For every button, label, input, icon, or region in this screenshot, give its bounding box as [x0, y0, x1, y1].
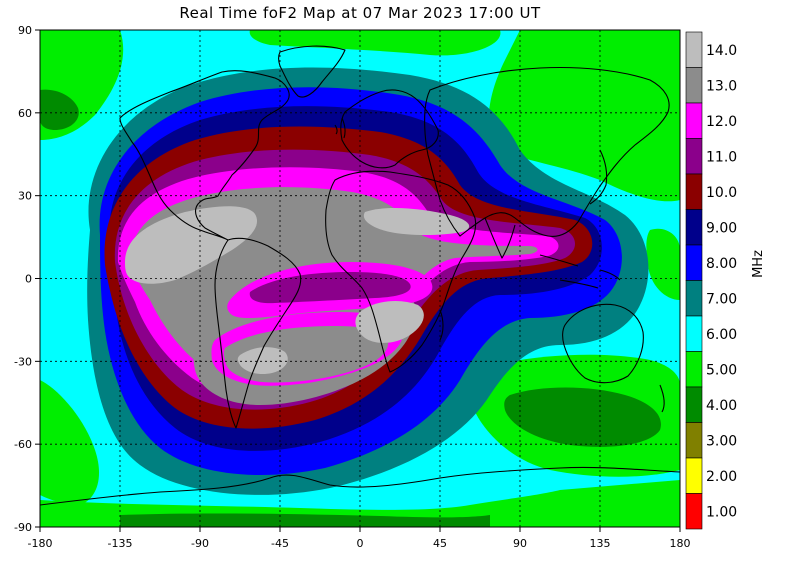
coastline-japan: [589, 149, 608, 205]
colorbar-level-label: 7.00: [706, 291, 737, 307]
coastline-north-america: [119, 70, 290, 241]
colorbar-swatch: [685, 493, 703, 530]
contour-14mhz-southatl: [237, 347, 288, 375]
coastline-africa: [325, 170, 477, 373]
colorbar-swatch: [685, 209, 703, 246]
colorbar-swatch: [685, 351, 703, 388]
colorbar-level-label: 13.0: [706, 78, 737, 94]
contour-11mhz-equatorial: [249, 272, 411, 304]
x-tick-label: 45: [433, 537, 447, 550]
colorbar-unit-label: MHz: [751, 250, 766, 278]
colorbar-swatch: [685, 457, 703, 494]
x-tick-label: -135: [108, 537, 133, 550]
map-title: Real Time foF2 Map at 07 Mar 2023 17:00 …: [179, 4, 541, 22]
x-tick-label: -90: [191, 537, 209, 550]
colorbar-swatch: [685, 280, 703, 317]
contour-14mhz-africa: [363, 208, 470, 235]
coastline-madagascar: [439, 309, 444, 341]
colorbar-level-label: 3.00: [706, 433, 737, 449]
colorbar-level-label: 11.0: [706, 149, 737, 165]
colorbar-level-label: 1.00: [706, 504, 737, 520]
y-tick-label: 60: [18, 107, 32, 120]
colorbar-swatch: [685, 102, 703, 139]
colorbar-swatch: [685, 138, 703, 175]
contour-5mhz-arctic: [249, 30, 501, 56]
colorbar: 14.0 13.0 12.0 11.0 10.0 9.00 8.00 7.00 6.00 5.00…: [685, 31, 737, 530]
colorbar-level-label: 5.00: [706, 362, 737, 378]
coastline-new-zealand: [659, 384, 665, 413]
contour-5mhz-east: [646, 228, 680, 300]
colorbar-level-label: 8.00: [706, 256, 737, 272]
coastline-antarctica: [40, 466, 680, 506]
x-tick-label: 90: [513, 537, 527, 550]
y-tick-label: -90: [14, 521, 32, 534]
x-tick-label: 0: [357, 537, 364, 550]
y-tick-label: -60: [14, 438, 32, 451]
colorbar-swatch: [685, 386, 703, 423]
coastline-south-america: [214, 237, 302, 429]
coastline-australia: [562, 303, 644, 384]
coastline-greenland: [277, 45, 346, 98]
contour-14mhz-americas: [125, 206, 258, 284]
coastline-overlay: [40, 45, 680, 506]
x-tick-label: -180: [28, 537, 53, 550]
coastline-british-isles: [334, 117, 346, 139]
contour-4mhz-south-pacific: [504, 387, 661, 447]
colorbar-level-label: 9.00: [706, 220, 737, 236]
colorbar-swatch: [685, 67, 703, 104]
colorbar-swatch: [685, 315, 703, 352]
contour-5mhz-asia: [488, 30, 680, 202]
coastline-asia: [424, 66, 670, 237]
map-grid: [40, 30, 680, 527]
y-tick-label: 90: [18, 24, 32, 37]
coastline-indonesia: [539, 254, 621, 289]
colorbar-swatch: [685, 422, 703, 459]
coastline-india: [484, 217, 516, 259]
colorbar-swatch: [685, 173, 703, 210]
coastline-europe: [340, 89, 439, 169]
axis-ticks: -180 -135 -90 -45 0 45 90 135 180 90 60 30 0 -30 -60 -9…: [14, 24, 690, 550]
contour-4mhz-south: [120, 513, 490, 527]
contour-5mhz-southwest: [40, 380, 100, 505]
colorbar-swatch: [685, 244, 703, 281]
colorbar-level-label: 12.0: [706, 114, 737, 130]
y-tick-label: -30: [14, 355, 32, 368]
x-tick-label: -45: [271, 537, 289, 550]
colorbar-swatch: [685, 31, 703, 68]
colorbar-level-label: 6.00: [706, 327, 737, 343]
colorbar-level-label: 14.0: [706, 43, 737, 59]
colorbar-level-label: 10.0: [706, 185, 737, 201]
y-tick-label: 30: [18, 190, 32, 203]
contour-4mhz-northwest: [40, 89, 79, 130]
x-tick-label: 135: [590, 537, 611, 550]
x-tick-label: 180: [670, 537, 691, 550]
colorbar-level-label: 4.00: [706, 398, 737, 414]
colorbar-level-label: 2.00: [706, 469, 737, 485]
y-tick-label: 0: [25, 273, 32, 286]
